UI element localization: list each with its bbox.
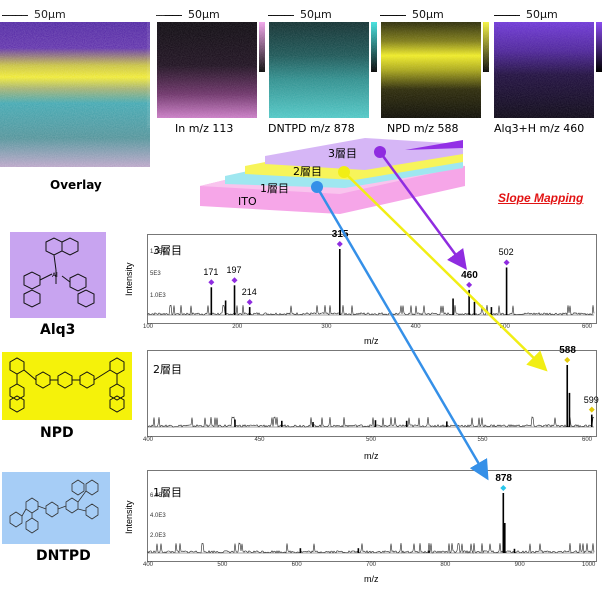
scale-bar-npd: 50µm: [380, 8, 444, 21]
peak-marker-878: [500, 485, 507, 491]
dntpd-colorbar: [371, 22, 377, 72]
dntpd-label: DNTPD m/z 878: [268, 122, 355, 135]
peak-marker-599: [588, 406, 595, 413]
alq3-colorbar: [596, 22, 602, 72]
arrow-layer1-to-878: [315, 186, 489, 481]
arrow-layer2-origin: [338, 166, 350, 178]
arrow-layer3-origin: [374, 146, 386, 158]
y-tick-1: 4.0E3: [150, 513, 166, 519]
alq3-image: [494, 22, 594, 118]
peak-label-171: 171: [203, 267, 219, 278]
npd-structure-box: [2, 352, 132, 420]
arrow-layer2-to-588: [343, 171, 548, 372]
spectrum-panel-1: [147, 470, 597, 562]
spectrum-panel-2: [147, 350, 597, 437]
scale-bar-overlay: 50µm: [2, 8, 66, 21]
peak-marker-197: [231, 277, 238, 284]
peak-label-588: 588: [559, 345, 576, 356]
x-tick-400: 400: [143, 562, 154, 568]
x-tick-900: 900: [514, 562, 525, 568]
in-colorbar: [259, 22, 265, 72]
x-tick-500: 500: [499, 324, 510, 330]
dntpd-structure-icon: [9, 479, 99, 534]
arrow-layer3-to-460: [378, 151, 467, 271]
peak-marker-460: [466, 281, 473, 288]
npd-label: NPD m/z 588: [387, 122, 459, 135]
y-tick-2: 2.0E3: [150, 533, 166, 539]
peak-label-599: 599: [583, 394, 599, 405]
spectrum-3-xlabel: m/z: [364, 336, 379, 346]
y-tick-1: 5E3: [150, 271, 161, 277]
scale-bar-in: 50µm: [156, 8, 220, 21]
alq3-structure-box: Al: [10, 232, 106, 318]
x-tick-100: 100: [143, 324, 154, 330]
alq3-structure-icon: Al: [23, 237, 95, 308]
spectrum-2-xlabel: m/z: [364, 451, 379, 461]
x-tick-450: 450: [254, 437, 265, 443]
overlay-image: [0, 22, 150, 167]
peak-label-878: 878: [495, 473, 512, 484]
dntpd-structure-box: [2, 472, 110, 544]
alq3-label: Alq3+H m/z 460: [494, 122, 585, 135]
spectrum-1-tag: 1層目: [153, 486, 182, 499]
peak-label-460: 460: [461, 269, 478, 281]
npd-colorbar: [483, 22, 489, 72]
npd-image: [381, 22, 481, 118]
y-tick-0: 6.0E3: [150, 493, 166, 499]
layer-label-ito: ITO: [238, 195, 257, 208]
layer-3: [265, 138, 463, 170]
x-tick-500: 500: [366, 437, 377, 443]
x-tick-400: 400: [143, 437, 154, 443]
peak-marker-171: [208, 279, 215, 286]
x-tick-800: 800: [440, 562, 451, 568]
x-tick-550: 550: [477, 437, 488, 443]
x-tick-1000: 1000: [582, 562, 596, 568]
layer-label-1: 1層目: [260, 182, 289, 195]
spectrum-2-plot: [147, 357, 595, 428]
y-tick-2: 1.0E3: [150, 293, 166, 299]
layer-label-2: 2層目: [293, 165, 322, 178]
npd-structure-icon: [9, 357, 125, 413]
svg-text:Al: Al: [52, 272, 58, 279]
layer-label-3: 3層目: [328, 147, 357, 160]
peak-label-315: 315: [331, 229, 349, 240]
peak-marker-588: [564, 357, 571, 363]
x-tick-400: 400: [410, 324, 421, 330]
spectrum-3-tag: 3層目: [153, 244, 182, 257]
dntpd-image: [269, 22, 369, 118]
x-tick-600: 600: [582, 324, 593, 330]
spectrum-1-xlabel: m/z: [364, 574, 379, 584]
in-label: In m/z 113: [175, 122, 234, 135]
arrow-layer1-origin: [311, 181, 323, 193]
x-tick-600: 600: [582, 437, 593, 443]
spectrum-1-plot: [147, 485, 595, 554]
spectrum-2-tag: 2層目: [153, 363, 182, 376]
in-image: [157, 22, 257, 118]
x-tick-300: 300: [321, 324, 332, 330]
y-tick-0: 1.0E4: [150, 249, 166, 255]
peak-label-502: 502: [498, 247, 514, 258]
x-tick-200: 200: [232, 324, 243, 330]
slope-mapping-label: Slope Mapping: [498, 191, 584, 205]
spectrum-3-plot: [147, 241, 595, 316]
dntpd-name: DNTPD: [36, 548, 91, 564]
overlay-label: Overlay: [50, 178, 102, 192]
x-tick-500: 500: [217, 562, 228, 568]
peak-label-197: 197: [226, 265, 242, 276]
x-tick-600: 600: [291, 562, 302, 568]
npd-name: NPD: [40, 425, 74, 441]
scale-bar-alq3: 50µm: [494, 8, 558, 21]
layer-stack-diagram: [200, 138, 465, 214]
peak-marker-502: [503, 259, 510, 266]
peak-marker-315: [336, 241, 343, 247]
peak-label-214: 214: [241, 287, 257, 298]
x-tick-700: 700: [366, 562, 377, 568]
peak-marker-214: [246, 299, 253, 306]
spectrum-baseline: [147, 542, 595, 554]
scale-bar-dntpd: 50µm: [268, 8, 332, 21]
alq3-name: Alq3: [40, 322, 76, 338]
